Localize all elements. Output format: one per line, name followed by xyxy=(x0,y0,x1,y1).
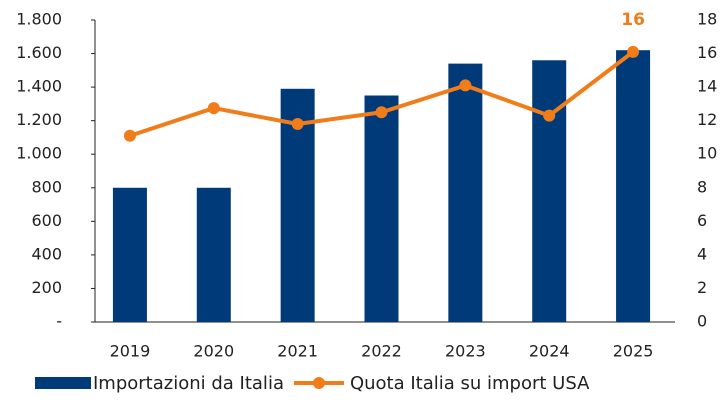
line-marker xyxy=(627,45,640,58)
bar xyxy=(112,187,147,322)
bar xyxy=(448,63,483,322)
legend-swatch xyxy=(312,377,325,389)
y2-tick-label: 18 xyxy=(697,10,717,29)
line-marker xyxy=(207,102,220,115)
line-marker xyxy=(459,79,472,92)
x-tick-label: 2019 xyxy=(110,342,151,361)
data-label: 16 xyxy=(621,10,645,30)
bar xyxy=(532,60,567,323)
y-tick-label: 600 xyxy=(31,211,62,230)
y2-tick-label: 2 xyxy=(697,278,707,297)
bar xyxy=(196,187,231,322)
line-marker xyxy=(123,129,136,142)
bar xyxy=(616,50,651,322)
y2-tick-label: 12 xyxy=(697,110,717,129)
y-tick-label: 1.400 xyxy=(16,77,62,96)
y-tick-label: - xyxy=(56,312,62,331)
y2-tick-label: 8 xyxy=(697,177,707,196)
y2-tick-label: 14 xyxy=(697,77,717,96)
y-tick-label: 1.800 xyxy=(16,10,62,29)
y-tick-label: 400 xyxy=(31,244,62,263)
x-tick-label: 2025 xyxy=(613,342,654,361)
y2-tick-label: 6 xyxy=(697,211,707,230)
y-tick-label: 1.600 xyxy=(16,43,62,62)
y-tick-label: 200 xyxy=(31,278,62,297)
y2-tick-label: 10 xyxy=(697,144,717,163)
y2-tick-label: 16 xyxy=(697,43,717,62)
legend-swatch xyxy=(35,377,91,389)
legend-label: Importazioni da Italia xyxy=(93,373,284,394)
y-tick-label: 1.000 xyxy=(16,144,62,163)
bar xyxy=(364,95,399,322)
legend-label: Quota Italia su import USA xyxy=(350,373,590,394)
x-tick-label: 2023 xyxy=(445,342,486,361)
x-tick-label: 2020 xyxy=(193,342,234,361)
x-tick-label: 2022 xyxy=(361,342,402,361)
y2-tick-label: 4 xyxy=(697,244,707,263)
line-marker xyxy=(291,118,304,131)
y2-tick-label: 0 xyxy=(697,312,707,331)
y-tick-label: 800 xyxy=(31,177,62,196)
line-marker xyxy=(375,106,388,119)
x-tick-label: 2024 xyxy=(529,342,570,361)
x-tick-label: 2021 xyxy=(277,342,318,361)
y-tick-label: 1.200 xyxy=(16,110,62,129)
line-marker xyxy=(543,109,556,122)
